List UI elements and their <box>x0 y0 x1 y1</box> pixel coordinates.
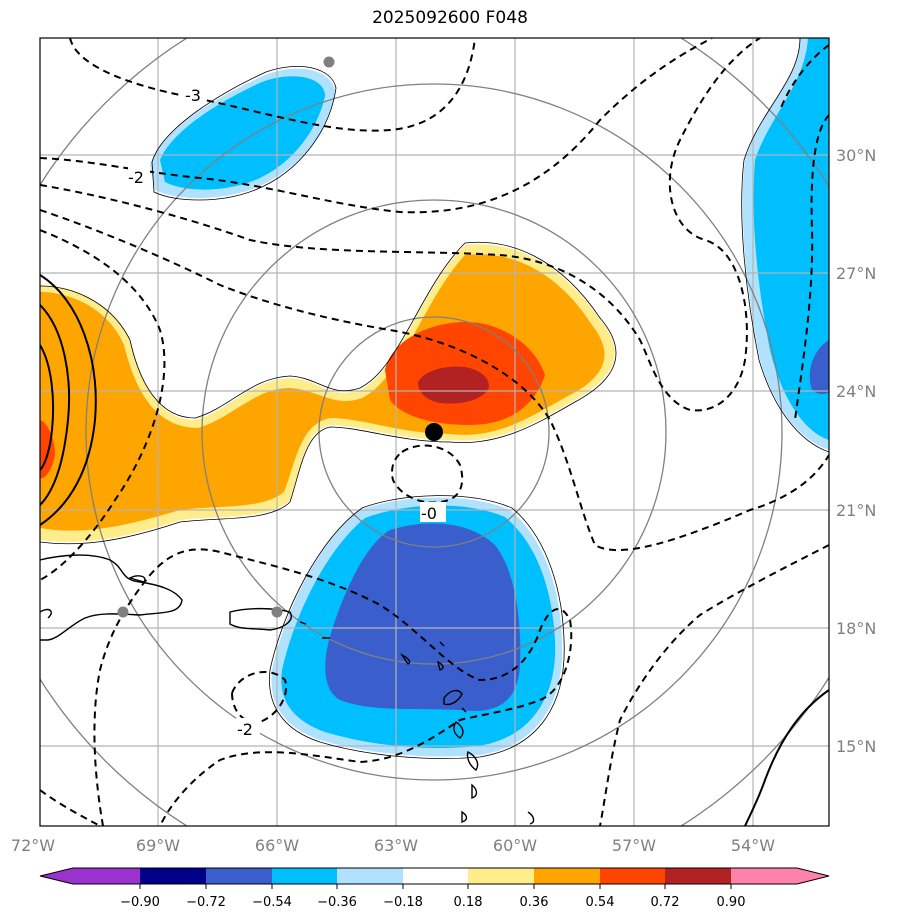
colorbar-outline <box>39 867 830 885</box>
grid-lines <box>40 38 829 826</box>
colorbar-segment <box>534 868 600 884</box>
colorbar-segment <box>797 868 829 884</box>
colorbar-segment <box>140 868 206 884</box>
negative-anomaly-nw <box>150 68 335 199</box>
colorbar-segment <box>40 868 73 884</box>
coastlines <box>40 554 535 825</box>
contour-label-minus0: -0 <box>421 504 437 523</box>
lat-label: 27°N <box>836 264 876 283</box>
contour-labels: -3 -2 -0 -2 <box>128 84 446 739</box>
colorbar-segment <box>468 868 534 884</box>
lat-label: 24°N <box>836 382 876 401</box>
lon-label: 66°W <box>255 836 299 855</box>
latitude-labels: 30°N 27°N 24°N 21°N 18°N 15°N <box>836 146 876 756</box>
colorbar-tick-label: 0.72 <box>651 895 680 910</box>
colorbar-tick-label: −0.90 <box>120 895 160 910</box>
colorbar-segment <box>272 868 337 884</box>
negative-anomaly-south <box>271 497 563 757</box>
lon-label: 69°W <box>136 836 180 855</box>
station-marker <box>117 606 129 618</box>
lat-label: 30°N <box>836 146 876 165</box>
contour-label-minus2-south: -2 <box>237 720 253 739</box>
colorbar-tick-label: −0.54 <box>252 895 292 910</box>
colorbar-segment <box>731 868 797 884</box>
colorbar-segment <box>337 868 403 884</box>
lat-label: 15°N <box>836 737 876 756</box>
map-area: -3 -2 -0 -2 <box>40 38 829 826</box>
colorbar-tick-label: 0.54 <box>586 895 615 910</box>
station-marker <box>323 56 335 68</box>
contour-label-minus3: -3 <box>185 86 201 105</box>
lon-label: 72°W <box>11 836 55 855</box>
positive-anomaly-band <box>40 244 615 542</box>
dashed-contours <box>40 38 829 826</box>
map-frame <box>39 37 830 827</box>
colorbar-segment <box>600 868 665 884</box>
station-markers <box>117 56 335 618</box>
colorbar-tick-label: 0.36 <box>520 895 549 910</box>
lon-label: 60°W <box>493 836 537 855</box>
colorbar-tick-label: −0.36 <box>317 895 357 910</box>
colorbar-tick-label: −0.72 <box>186 895 226 910</box>
colorbar-segment <box>403 868 468 884</box>
lon-label: 54°W <box>731 836 775 855</box>
lat-label: 21°N <box>836 501 876 520</box>
contour-label-minus2-north: -2 <box>128 168 144 187</box>
colorbar-tick-label: 0.18 <box>454 895 483 910</box>
lat-label: 18°N <box>836 619 876 638</box>
colorbar-tick-label: 0.90 <box>717 895 746 910</box>
station-marker <box>271 606 283 618</box>
anomaly-outlines <box>40 38 829 759</box>
storm-center-marker <box>425 423 443 441</box>
colorbar-segment <box>73 868 140 884</box>
lon-label: 63°W <box>374 836 418 855</box>
colorbar-segment <box>665 868 731 884</box>
colorbar: −0.90 −0.72 −0.54 −0.36 −0.18 0.18 0.36 … <box>39 867 830 910</box>
solid-contours <box>40 274 829 826</box>
colorbar-segment <box>206 868 272 884</box>
negative-anomaly-east <box>742 38 829 450</box>
longitude-labels: 72°W 69°W 66°W 63°W 60°W 57°W 54°W <box>11 836 775 855</box>
map-title: 2025092600 F048 <box>372 8 528 28</box>
lon-label: 57°W <box>612 836 656 855</box>
colorbar-tick-label: −0.18 <box>383 895 423 910</box>
